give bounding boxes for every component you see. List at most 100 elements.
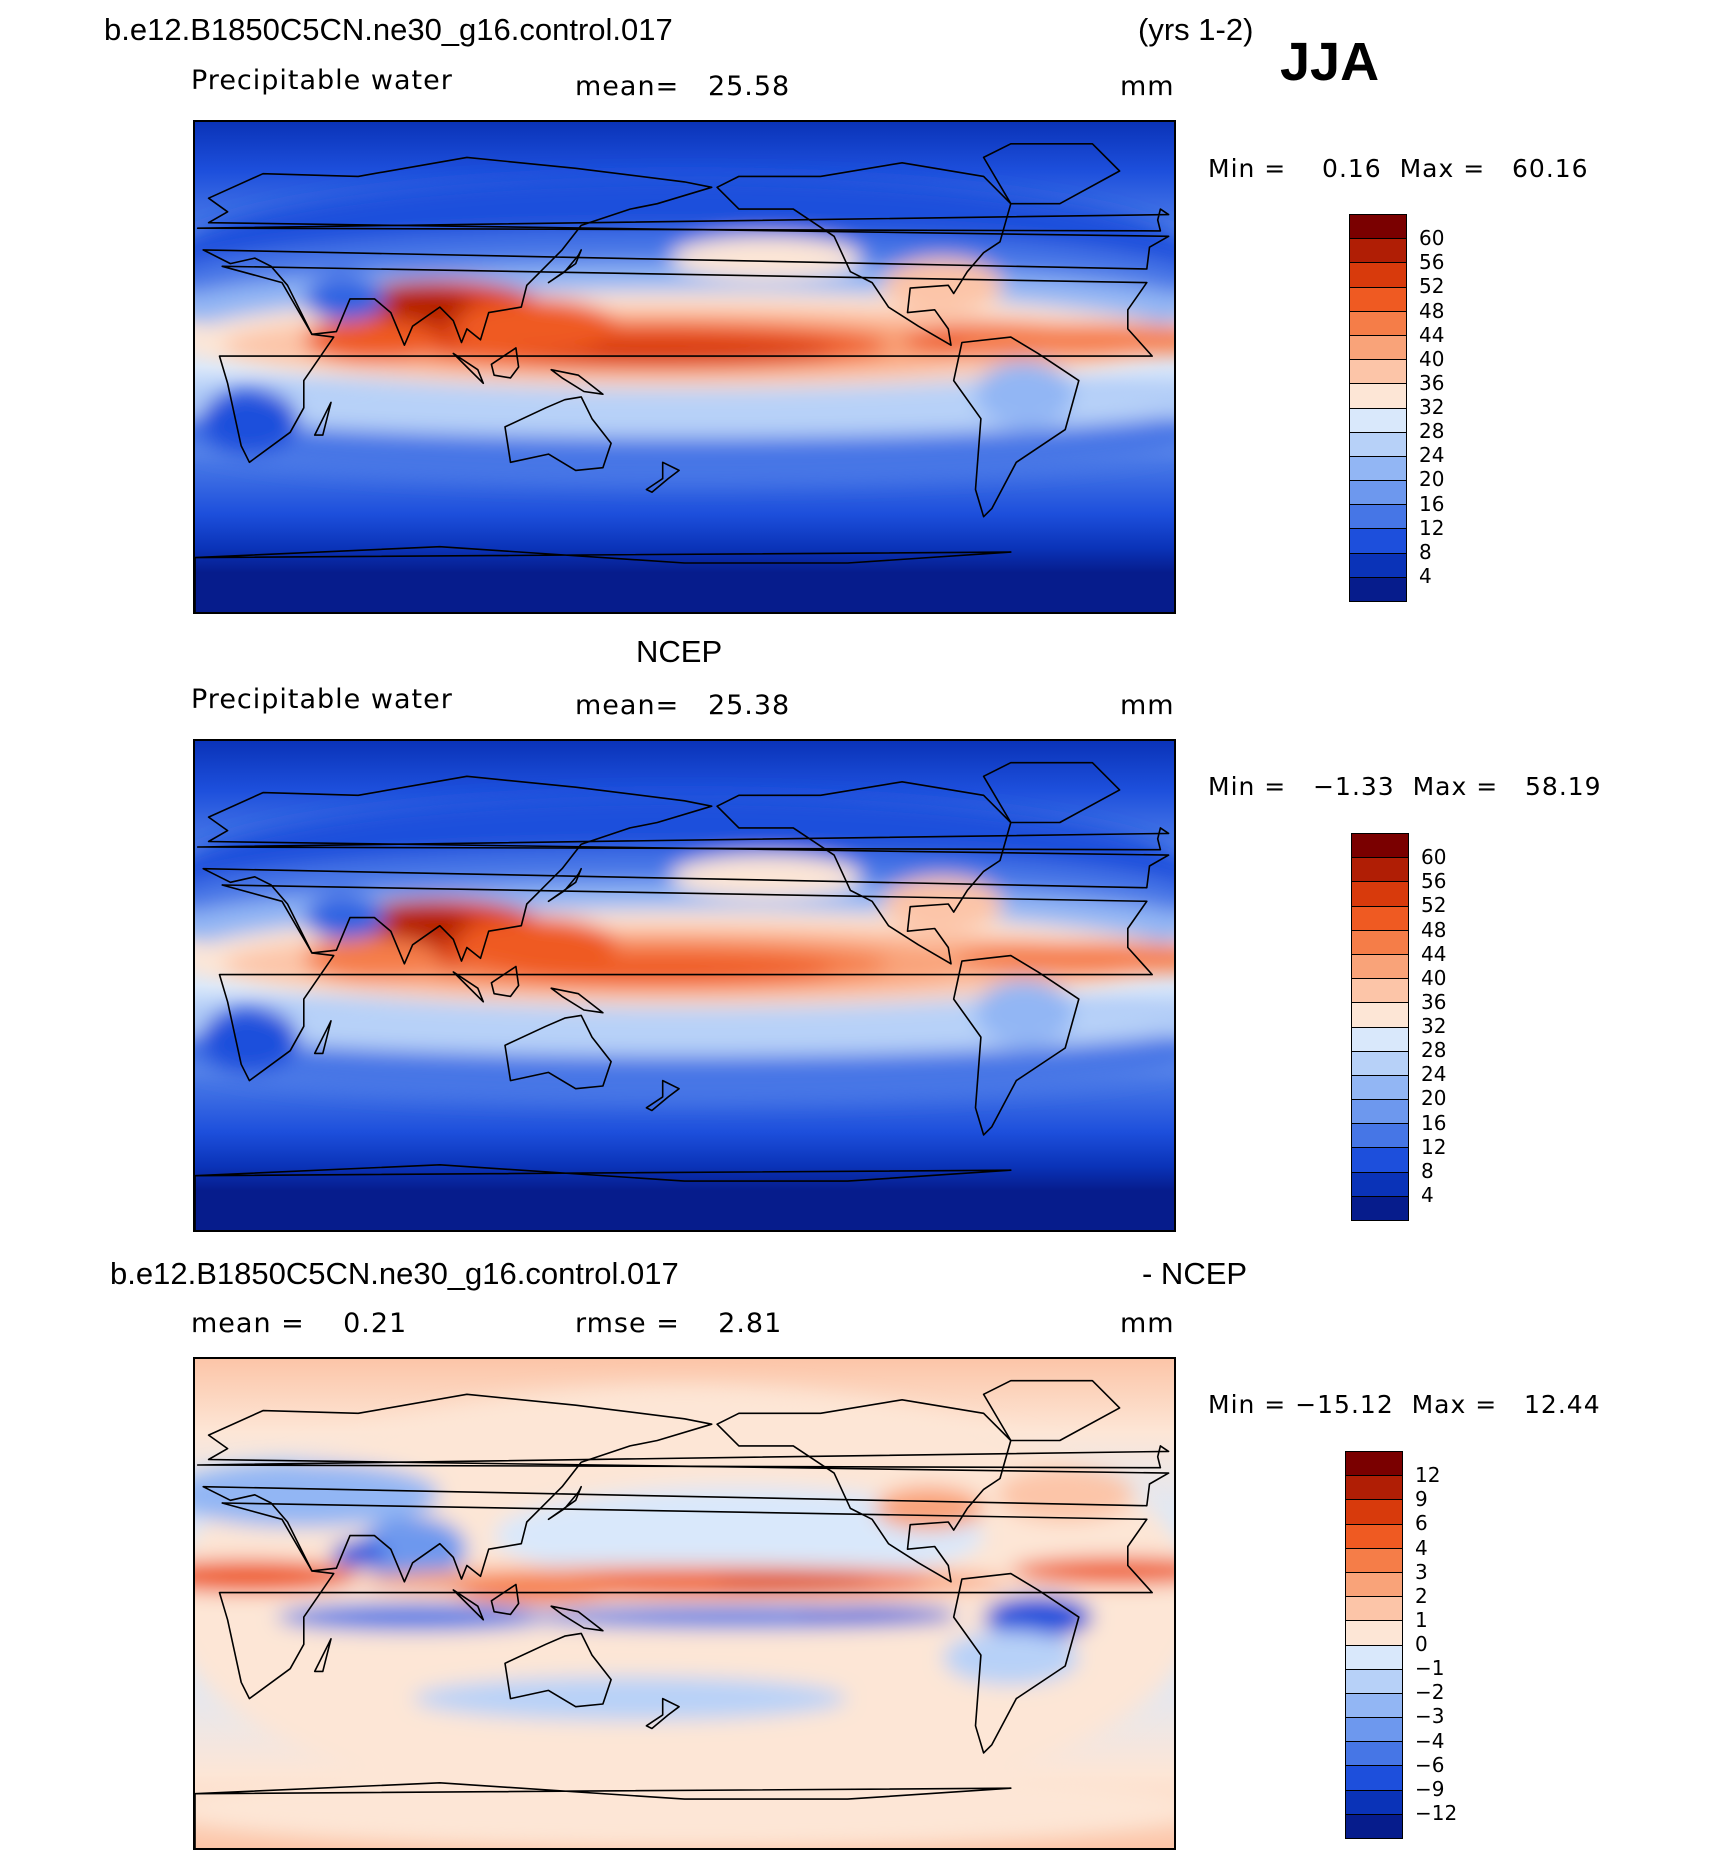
colorbar — [1345, 1451, 1403, 1839]
colorbar-swatch — [1350, 335, 1406, 361]
variable-label: Precipitable water — [191, 65, 453, 96]
colorbar-swatch — [1346, 1524, 1402, 1549]
colorbar-swatch — [1350, 239, 1406, 264]
colorbar-swatch — [1350, 311, 1406, 336]
colorbar-tick-label: 8 — [1421, 1158, 1434, 1183]
colorbar-tick-label: 16 — [1419, 491, 1445, 516]
colorbar-tick-label: 56 — [1419, 250, 1445, 275]
colorbar-swatch — [1352, 1051, 1408, 1076]
colorbar-tick-label: 40 — [1421, 965, 1447, 990]
colorbar-swatch — [1346, 1572, 1402, 1598]
colorbar-tick-label: 0 — [1415, 1632, 1428, 1656]
colorbar-tick-label: 60 — [1419, 226, 1445, 251]
colorbar-tick-label: 24 — [1421, 1062, 1447, 1087]
colorbar-swatch — [1346, 1814, 1402, 1838]
rmse-label: rmse = 2.81 — [575, 1308, 783, 1339]
colorbar-swatch — [1350, 481, 1406, 506]
colorbar-swatch — [1346, 1500, 1402, 1525]
colorbar-swatch — [1350, 505, 1406, 530]
contour-map — [195, 741, 1174, 1230]
min-max-label: Min = −15.12 Max = 12.44 — [1208, 1390, 1601, 1419]
colorbar-tick-label: 12 — [1419, 515, 1445, 540]
contour-map — [195, 122, 1174, 612]
colorbar-tick-label: −1 — [1415, 1656, 1445, 1681]
colorbar-swatch — [1352, 954, 1408, 980]
colorbar-tick-label: 4 — [1415, 1535, 1428, 1560]
colorbar-swatch — [1352, 834, 1408, 859]
colorbar-tick-label: 4 — [1421, 1182, 1434, 1207]
diff-map — [193, 1357, 1176, 1850]
colorbar-swatch — [1352, 858, 1408, 883]
colorbar-swatch — [1352, 1124, 1408, 1149]
colorbar-swatch — [1350, 384, 1406, 409]
mean-label: mean = 0.21 — [191, 1308, 408, 1339]
colorbar-tick-label: 48 — [1419, 298, 1445, 323]
colorbar-swatch — [1346, 1476, 1402, 1501]
variable-label: Precipitable water — [191, 684, 453, 715]
colorbar-swatch — [1352, 1148, 1408, 1173]
colorbar-swatch — [1350, 408, 1406, 433]
colorbar-tick-label: −12 — [1415, 1800, 1458, 1825]
colorbar-tick-label: 2 — [1415, 1583, 1428, 1608]
colorbar-tick-label: 16 — [1421, 1110, 1447, 1135]
units-label: mm — [1120, 690, 1175, 721]
case-title: b.e12.B1850C5CN.ne30_g16.control.017 — [104, 12, 673, 47]
colorbar-tick-label: 44 — [1421, 941, 1447, 966]
colorbar-swatch — [1352, 1075, 1408, 1101]
colorbar-tick-label: 6 — [1415, 1511, 1428, 1536]
min-max-label: Min = −1.33 Max = 58.19 — [1208, 772, 1602, 801]
colorbar-swatch — [1350, 456, 1406, 482]
model-map — [193, 120, 1176, 614]
colorbar-swatch — [1352, 882, 1408, 907]
colorbar-tick-label: 36 — [1419, 370, 1445, 395]
colorbar-tick-label: −4 — [1415, 1728, 1445, 1753]
colorbar-swatch — [1346, 1669, 1402, 1694]
colorbar-swatch — [1350, 215, 1406, 240]
colorbar-swatch — [1352, 1003, 1408, 1028]
colorbar-swatch — [1352, 1172, 1408, 1197]
colorbar-tick-label: 44 — [1419, 322, 1445, 347]
colorbar-tick-label: 52 — [1421, 893, 1447, 918]
diff-title-right: - NCEP — [1142, 1256, 1248, 1291]
colorbar-tick-label: −2 — [1415, 1680, 1445, 1705]
colorbar-tick-label: 60 — [1421, 845, 1447, 870]
colorbar-tick-label: 9 — [1415, 1487, 1428, 1512]
colorbar-tick-label: 8 — [1419, 539, 1432, 564]
colorbar-tick-label: 36 — [1421, 989, 1447, 1014]
colorbar-tick-label: −3 — [1415, 1704, 1445, 1729]
colorbar-tick-label: 28 — [1421, 1038, 1447, 1063]
period-label: (yrs 1-2) — [1138, 12, 1254, 47]
colorbar-swatch — [1352, 930, 1408, 955]
colorbar-swatch — [1350, 553, 1406, 578]
colorbar — [1351, 833, 1409, 1221]
colorbar-tick-label: 20 — [1421, 1086, 1447, 1111]
colorbar-tick-label: 24 — [1419, 443, 1445, 468]
mean-label: mean= 25.58 — [575, 71, 791, 102]
colorbar-tick-label: 12 — [1415, 1463, 1441, 1488]
colorbar-swatch — [1346, 1718, 1402, 1743]
colorbar-tick-label: −9 — [1415, 1776, 1445, 1801]
colorbar-tick-label: 40 — [1419, 346, 1445, 371]
min-max-label: Min = 0.16 Max = 60.16 — [1208, 154, 1589, 183]
colorbar-tick-label: 32 — [1419, 395, 1445, 419]
diff-title-left: b.e12.B1850C5CN.ne30_g16.control.017 — [110, 1256, 679, 1291]
colorbar-tick-label: −6 — [1415, 1752, 1445, 1777]
colorbar-swatch — [1352, 1027, 1408, 1052]
colorbar-swatch — [1350, 287, 1406, 312]
units-label: mm — [1120, 1308, 1175, 1339]
colorbar-tick-label: 28 — [1419, 419, 1445, 444]
colorbar-swatch — [1350, 360, 1406, 385]
colorbar-swatch — [1346, 1742, 1402, 1767]
colorbar-tick-label: 3 — [1415, 1559, 1428, 1584]
colorbar-tick-label: 1 — [1415, 1607, 1428, 1632]
colorbar-swatch — [1346, 1597, 1402, 1622]
colorbar-swatch — [1352, 906, 1408, 931]
colorbar-tick-label: 32 — [1421, 1014, 1447, 1038]
colorbar-swatch — [1352, 1100, 1408, 1125]
colorbar-swatch — [1350, 263, 1406, 288]
colorbar-tick-label: 48 — [1421, 917, 1447, 942]
colorbar-tick-label: 12 — [1421, 1134, 1447, 1159]
colorbar-swatch — [1350, 577, 1406, 601]
colorbar-tick-label: 56 — [1421, 869, 1447, 894]
contour-map — [195, 1359, 1174, 1848]
